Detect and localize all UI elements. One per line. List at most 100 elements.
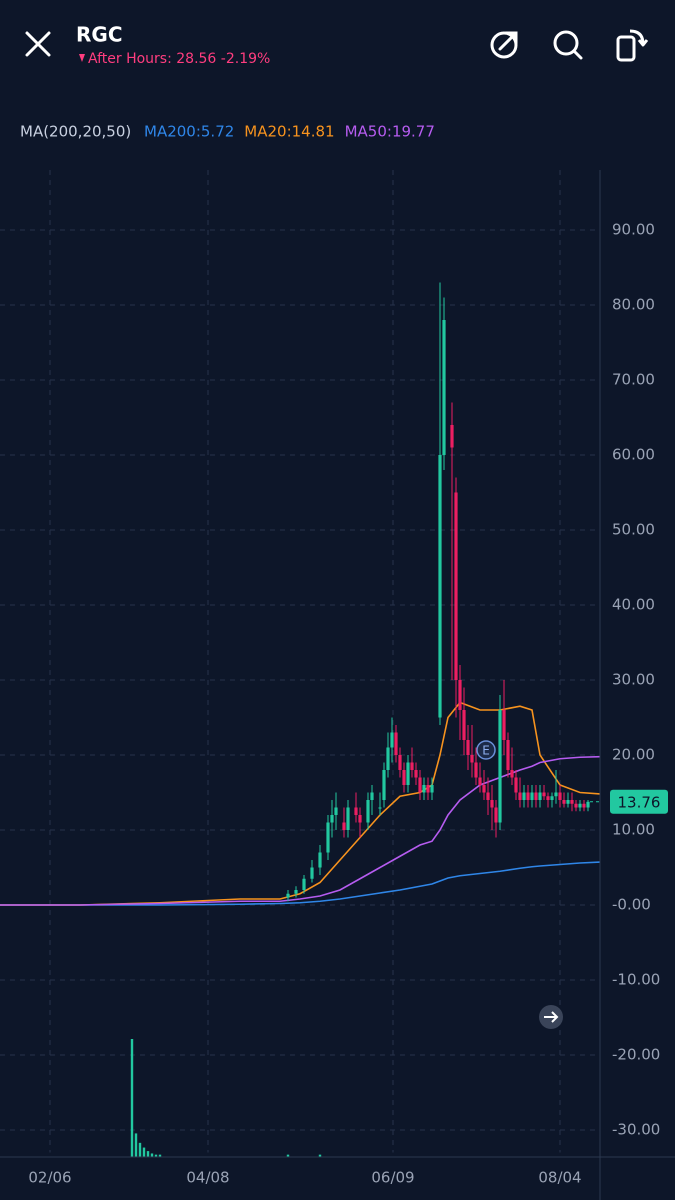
y-tick-label: 10.00	[612, 821, 655, 839]
legend: MA200:5.72 MA20:14.81 MA50:19.77	[144, 123, 435, 141]
candle-body	[358, 815, 362, 823]
grid	[0, 170, 600, 1153]
ma-line	[0, 755, 601, 906]
axes: 90.00 80.00 70.00 60.00 50.00 40.00 30.00 20.00…	[0, 170, 675, 1200]
down-arrow	[79, 54, 85, 62]
price-tag	[610, 789, 668, 814]
candle-body	[302, 878, 306, 890]
candle-body	[330, 815, 334, 823]
close-button[interactable]	[25, 31, 51, 57]
candle-body	[326, 822, 330, 853]
candle-body	[386, 747, 390, 770]
price-tag-label: 13.76	[618, 793, 661, 811]
y-tick-label: 50.00	[612, 521, 655, 539]
candle-body	[542, 792, 546, 797]
indicator-label: MA(200,20,50)	[20, 123, 131, 141]
candle-body	[346, 807, 350, 830]
candle-body	[354, 807, 358, 815]
x-tick-label: 04/08	[186, 1169, 229, 1187]
candle-body	[442, 320, 446, 455]
candle-body	[466, 740, 470, 755]
volume-bar	[158, 1154, 162, 1157]
candle-body	[318, 852, 322, 868]
candle-body	[294, 890, 298, 894]
scroll-button[interactable]	[539, 1005, 563, 1029]
candle-body	[486, 792, 490, 800]
candle-body	[550, 796, 554, 800]
candle-body	[430, 785, 434, 793]
y-tick-label: -30.00	[612, 1121, 660, 1139]
candle-body	[574, 803, 578, 808]
y-tick-label: 80.00	[612, 296, 655, 314]
candle-body	[494, 807, 498, 823]
candle-body	[406, 762, 410, 785]
candle-body	[582, 803, 586, 808]
legend-entry: MA200:5.72	[144, 123, 234, 141]
candle-body	[522, 792, 526, 800]
y-tick-label: -10.00	[612, 971, 660, 989]
candle-body	[498, 710, 502, 823]
candle-body	[478, 777, 482, 785]
event-label: E	[482, 744, 490, 758]
candle-body	[506, 740, 510, 770]
candle-body	[402, 770, 406, 785]
volume-bar	[286, 1154, 290, 1157]
candle-body	[342, 822, 346, 830]
candle-body	[474, 762, 478, 778]
candle-body	[502, 710, 506, 740]
candle-body	[566, 800, 570, 804]
candle-body	[454, 492, 458, 680]
ma-lines	[0, 701, 601, 906]
candle-body	[558, 792, 562, 800]
volume-bar	[154, 1154, 158, 1157]
candle-body	[578, 803, 582, 808]
candle-body	[398, 755, 402, 770]
candle-body	[514, 777, 518, 793]
candle-body	[418, 777, 422, 793]
y-tick-label: 70.00	[612, 371, 655, 389]
y-tick-label: 30.00	[612, 671, 655, 689]
y-tick-label: -0.00	[612, 896, 651, 914]
candle-body	[534, 792, 538, 800]
volume-bar	[130, 1039, 134, 1157]
event-marker: E	[476, 740, 496, 760]
candle-body	[510, 770, 514, 778]
rotate-button[interactable]	[616, 29, 649, 62]
symbol: RGC	[76, 23, 123, 47]
candle-body	[530, 792, 534, 800]
volume-bar	[138, 1142, 142, 1157]
candle-body	[546, 796, 550, 800]
candles	[286, 282, 590, 902]
search-button[interactable]	[553, 30, 583, 60]
candle-body	[426, 785, 430, 793]
candle-body	[562, 800, 566, 804]
candle-body	[586, 801, 590, 808]
candle-body	[334, 807, 338, 815]
candle-body	[450, 425, 454, 448]
legend-entry: MA20:14.81	[244, 123, 334, 141]
candle-body	[310, 867, 314, 879]
candle-body	[410, 762, 414, 770]
candle-body	[490, 800, 494, 808]
y-tick-label: 90.00	[612, 221, 655, 239]
candle-body	[394, 732, 398, 755]
ma-line	[0, 861, 601, 906]
candle-body	[570, 800, 574, 804]
share-button[interactable]	[490, 31, 518, 59]
y-tick-label: 40.00	[612, 596, 655, 614]
volume-bar	[318, 1154, 322, 1157]
candle-body	[554, 792, 558, 797]
x-tick-label: 06/09	[371, 1169, 414, 1187]
candle-body	[482, 785, 486, 793]
candle-body	[422, 785, 426, 793]
event-circle	[476, 740, 496, 760]
ma-line	[0, 701, 601, 906]
candle-body	[286, 893, 290, 898]
volume-bar	[142, 1147, 146, 1157]
candle-body	[470, 755, 474, 763]
volume	[130, 1039, 322, 1157]
candle-body	[370, 792, 374, 800]
